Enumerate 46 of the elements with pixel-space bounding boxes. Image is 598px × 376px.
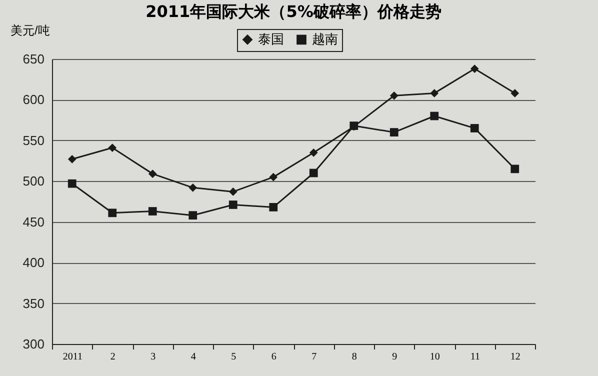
- point: [148, 170, 157, 178]
- point: [228, 200, 238, 209]
- x-tick-label: 6: [271, 352, 276, 362]
- point: [188, 211, 198, 220]
- point: [430, 89, 439, 98]
- y-tick-label: 350: [22, 296, 44, 311]
- point: [108, 208, 117, 218]
- x-tick-label: 4: [190, 352, 196, 362]
- point: [470, 64, 479, 73]
- x-tick-label: 3: [150, 352, 156, 362]
- point: [390, 128, 398, 136]
- x-tick-label: 9: [392, 352, 398, 362]
- y-tick-label: 600: [22, 92, 44, 108]
- point: [68, 154, 76, 164]
- x-tick-label: 10: [430, 352, 440, 362]
- point: [68, 179, 76, 188]
- y-axis-title: 美元/吨: [10, 24, 50, 38]
- point: [390, 91, 398, 100]
- y-tick-label: 300: [22, 336, 44, 352]
- point: [430, 112, 439, 120]
- x-tick-label: 8: [352, 352, 357, 362]
- point: [470, 124, 479, 132]
- x-tick-label: 2011: [62, 352, 82, 362]
- y-tick-label: 400: [22, 255, 44, 270]
- x-tick-label: 2: [110, 352, 116, 362]
- y-tick-label: 500: [22, 174, 44, 189]
- point: [148, 207, 157, 216]
- point: [188, 183, 198, 192]
- legend-label: 越南: [312, 32, 338, 47]
- chart-title: 2011年国际大米（5%破碎率）价格走势: [146, 2, 442, 21]
- y-tick-label: 550: [22, 132, 44, 148]
- x-tick-label: 7: [312, 352, 317, 362]
- point: [510, 164, 520, 174]
- point: [309, 148, 318, 157]
- x-tick-label: 12: [510, 352, 520, 362]
- point: [309, 168, 318, 178]
- point: [510, 89, 520, 98]
- x-tick-label: 5: [231, 352, 236, 362]
- y-tick-label: 650: [22, 52, 44, 66]
- x-tick-label: 11: [470, 352, 480, 362]
- point: [269, 172, 278, 182]
- point: [269, 203, 278, 212]
- legend-label: 泰国: [258, 32, 284, 47]
- point: [228, 188, 238, 196]
- point: [108, 144, 117, 152]
- y-tick-label: 450: [22, 214, 44, 230]
